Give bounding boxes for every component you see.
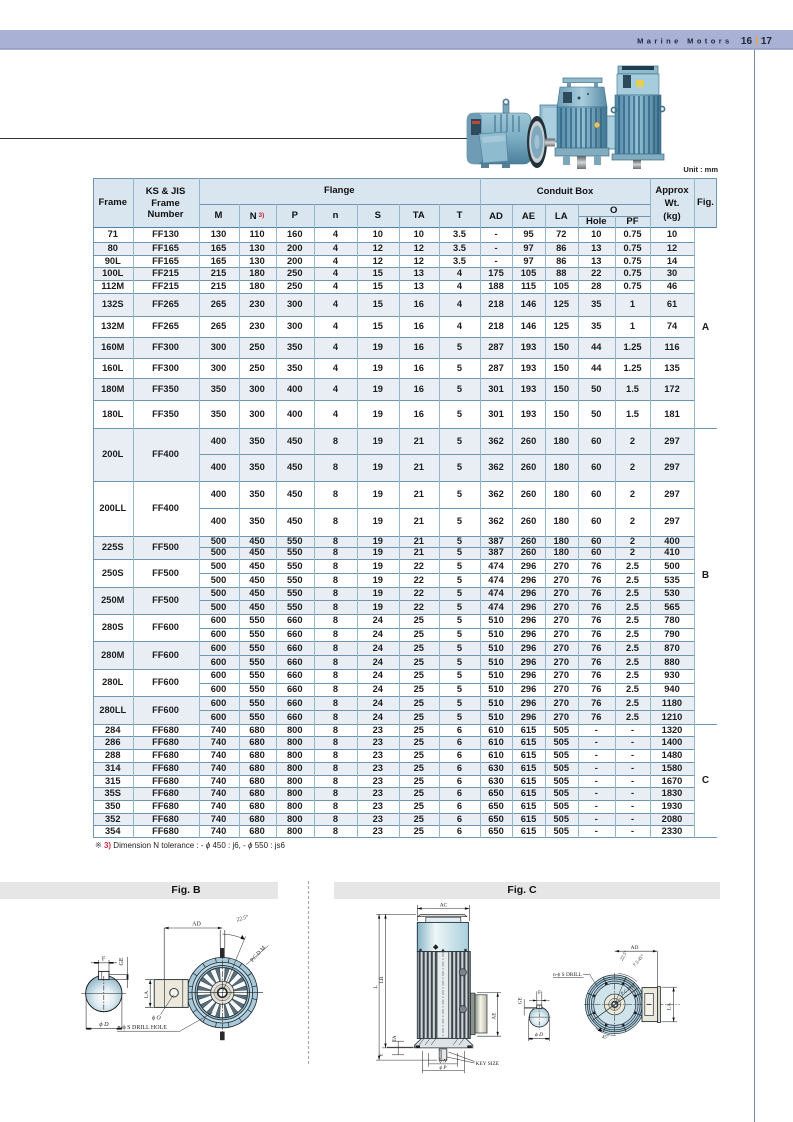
svg-text:LA: LA [144, 991, 150, 998]
svg-text:n-ϕ S DRILL HOLE: n-ϕ S DRILL HOLE [118, 1025, 168, 1031]
svg-text:AE: AE [491, 1012, 497, 1020]
svg-text:45°: 45° [602, 1036, 609, 1041]
svg-text:GE: GE [119, 957, 125, 965]
svg-text:ϕ D: ϕ D [535, 1032, 543, 1038]
svg-text:GE: GE [518, 997, 524, 1004]
svg-text:F: F [102, 957, 106, 963]
svg-text:L: L [373, 985, 379, 988]
svg-text:AD: AD [631, 945, 639, 951]
svg-text:7.5-45°: 7.5-45° [633, 954, 646, 968]
svg-text:ϕ N: ϕ N [439, 1060, 447, 1065]
svg-text:P.C.D M: P.C.D M [249, 945, 267, 963]
svg-text:22.5°: 22.5° [620, 950, 629, 962]
svg-text:ϕ D: ϕ D [99, 1021, 109, 1028]
svg-text:LA: LA [667, 1003, 673, 1010]
svg-text:TA: TA [393, 1035, 398, 1042]
svg-text:n-ϕ S DRILL: n-ϕ S DRILL [553, 972, 582, 978]
svg-text:E: E [380, 1053, 385, 1056]
svg-text:22.5°: 22.5° [236, 913, 250, 923]
svg-text:ϕ P: ϕ P [440, 1066, 447, 1071]
svg-text:KEY SIZE: KEY SIZE [476, 1061, 500, 1067]
svg-text:ϕ O: ϕ O [152, 1016, 161, 1022]
svg-text:AC: AC [440, 903, 448, 909]
svg-text:AD: AD [192, 922, 201, 928]
svg-text:LB: LB [379, 976, 385, 983]
svg-text:F: F [538, 990, 541, 996]
